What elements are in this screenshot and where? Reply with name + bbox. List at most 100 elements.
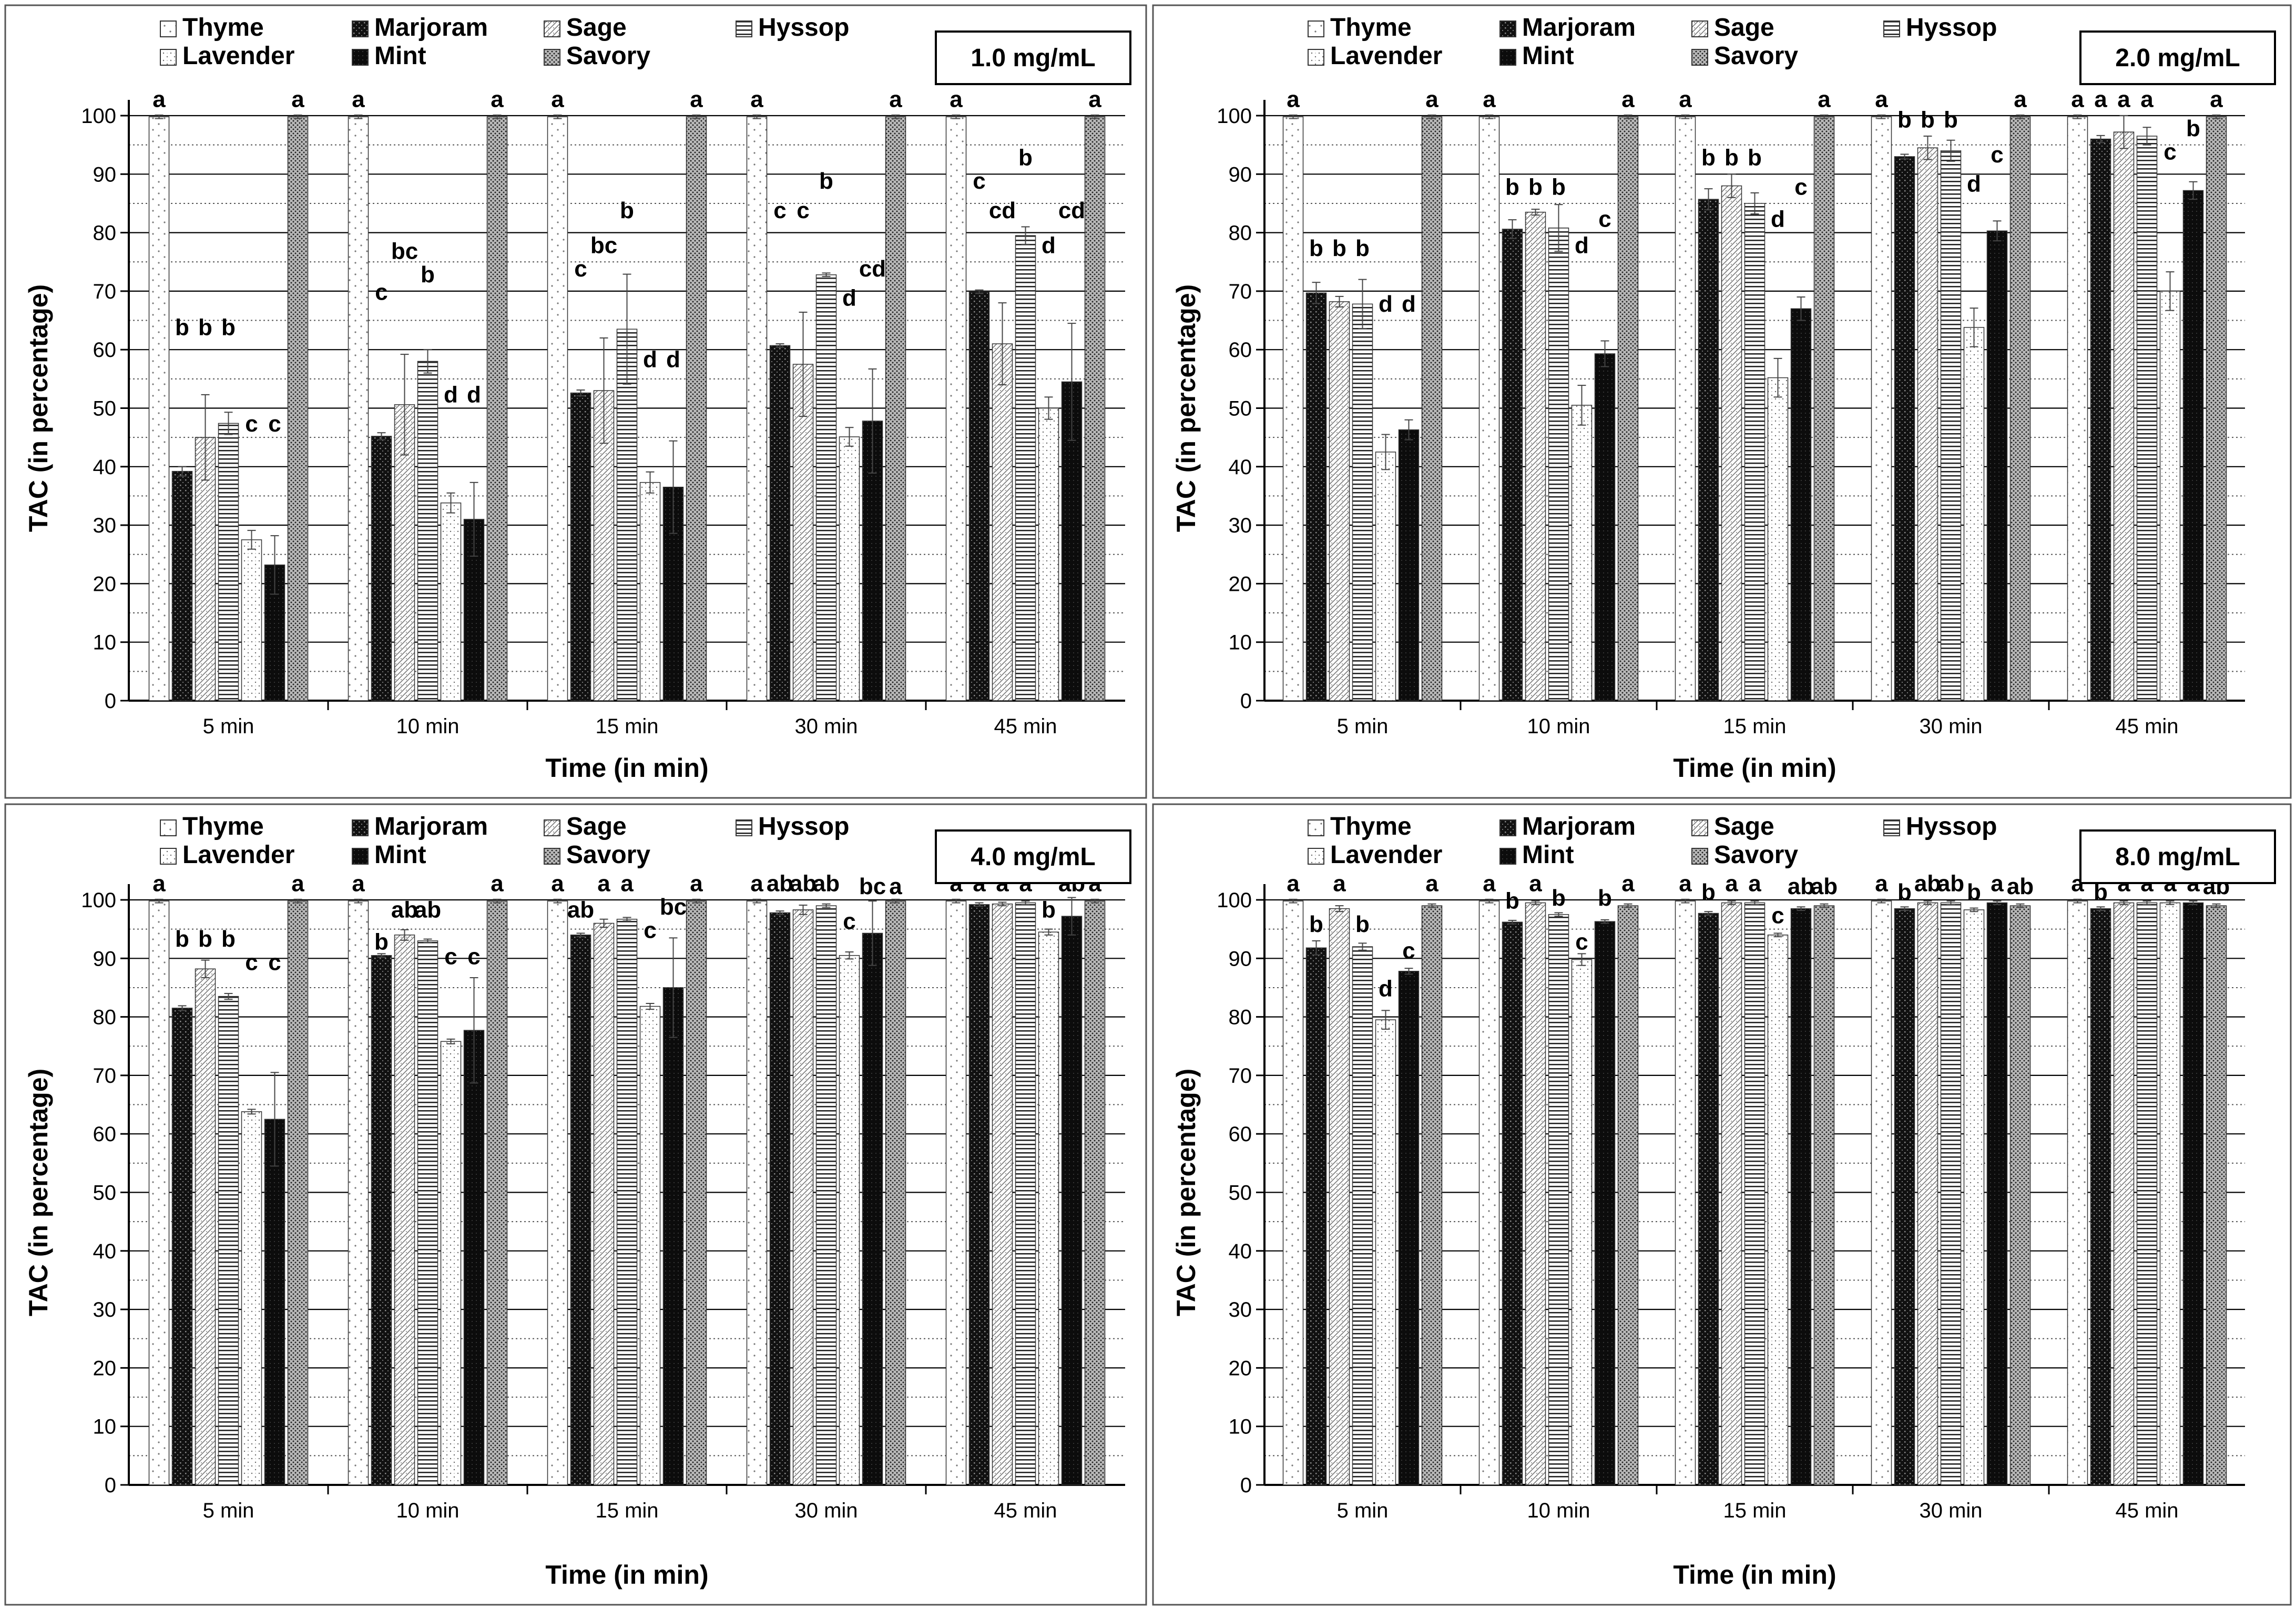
x-tick-label: 45 min (994, 715, 1057, 738)
bar-sage (2113, 902, 2135, 1485)
significance-label: a (1748, 870, 1761, 896)
legend-label: Sage (566, 14, 627, 42)
legend-swatch (1691, 49, 1708, 66)
bar-savory (2009, 116, 2031, 701)
legend-label: Thyme (1330, 813, 1412, 840)
concentration-box (935, 829, 1131, 884)
significance-label: c (245, 411, 258, 437)
x-tick-label: 15 min (1723, 1499, 1786, 1522)
bar-mint (1790, 308, 1812, 701)
legend-item-marjoram: Marjoram (1499, 813, 1636, 840)
y-tick-label: 100 (81, 889, 116, 912)
concentration-box (935, 30, 1131, 85)
y-tick-label: 100 (81, 105, 116, 128)
significance-label: ab (2007, 874, 2034, 899)
significance-label: cd (989, 198, 1016, 223)
bar-sage (1917, 147, 1938, 701)
significance-label: bc (859, 874, 886, 899)
y-tick-label: 20 (1229, 1357, 1252, 1380)
bar-thyme (1675, 116, 1696, 701)
significance-label: c (1402, 938, 1415, 963)
legend-item-lavender: Lavender (160, 841, 294, 869)
legend-item-hyssop: Hyssop (736, 14, 849, 42)
y-tick-label: 0 (1240, 690, 1252, 713)
significance-label: a (889, 86, 902, 112)
bar-mint (2182, 190, 2204, 701)
significance-label: ab (790, 870, 817, 896)
legend-label: Marjoram (1522, 14, 1636, 42)
legend-item-sage: Sage (544, 813, 627, 840)
bar-lavender (639, 1006, 661, 1485)
x-tick-label: 10 min (396, 1499, 459, 1522)
significance-label: d (666, 347, 680, 373)
bar-hyssop (417, 361, 438, 701)
bar-mint (1986, 230, 2008, 701)
significance-label: a (690, 86, 703, 112)
legend-swatch (1691, 20, 1708, 37)
legend-item-mint: Mint (352, 841, 426, 869)
y-tick-label: 80 (1229, 1006, 1252, 1029)
significance-label: c (375, 280, 387, 305)
bar-mint (1398, 429, 1420, 701)
significance-label: cd (1058, 198, 1085, 223)
significance-label: a (1333, 870, 1346, 896)
y-axis-title: TAC (in percentage) (1171, 1069, 1201, 1316)
bar-marjoram (968, 904, 990, 1485)
significance-label: a (152, 870, 166, 896)
bar-mint (1061, 916, 1083, 1485)
legend-label: Mint (1522, 841, 1574, 869)
bar-marjoram (1305, 947, 1327, 1485)
y-tick-label: 30 (1229, 514, 1252, 537)
significance-label: a (1725, 870, 1738, 896)
bar-hyssop (1015, 235, 1036, 701)
significance-label: bc (391, 239, 418, 264)
bar-savory (486, 116, 508, 701)
bar-lavender (1767, 935, 1789, 1485)
significance-label: c (797, 198, 809, 223)
legend-swatch (1499, 848, 1516, 865)
bar-thyme (1282, 900, 1304, 1485)
bar-mint (1061, 381, 1083, 701)
bar-savory (1617, 905, 1639, 1485)
x-tick-label: 30 min (1919, 715, 1982, 738)
significance-label: b (1309, 235, 1323, 261)
significance-label: a (889, 874, 902, 899)
significance-label: d (444, 382, 458, 407)
significance-label: ab (767, 870, 793, 896)
y-tick-label: 20 (93, 1357, 117, 1380)
legend-swatch (736, 20, 752, 37)
legend-label: Thyme (1330, 14, 1412, 42)
significance-label: a (2117, 86, 2130, 112)
bar-sage (1917, 902, 1938, 1485)
significance-label: ab (414, 897, 441, 922)
significance-label: a (1621, 870, 1635, 896)
bar-sage (992, 904, 1013, 1485)
legend-item-thyme: Thyme (1308, 14, 1412, 42)
significance-label: ab (391, 897, 418, 922)
y-tick-label: 0 (1240, 1474, 1252, 1497)
significance-label: a (597, 870, 610, 896)
bar-marjoram (1698, 912, 1719, 1485)
x-tick-label: 5 min (1337, 715, 1389, 738)
x-tick-label: 10 min (1527, 1499, 1590, 1522)
significance-label: a (620, 870, 634, 896)
x-tick-label: 15 min (595, 1499, 658, 1522)
legend-swatch (1691, 819, 1708, 836)
x-axis-title: Time (in min) (545, 1560, 708, 1590)
y-tick-label: 90 (93, 947, 117, 970)
bar-savory (287, 116, 309, 701)
legend-swatch (160, 20, 177, 37)
legend-item-mint: Mint (352, 42, 426, 70)
bar-savory (1813, 905, 1835, 1485)
legend-item-mint: Mint (1499, 841, 1574, 869)
y-tick-label: 100 (1217, 105, 1252, 128)
y-tick-label: 30 (1229, 1298, 1252, 1321)
legend-swatch (160, 49, 177, 66)
concentration-box (2079, 829, 2276, 884)
bar-hyssop (1352, 946, 1373, 1485)
significance-label: a (152, 86, 166, 112)
legend-swatch (544, 848, 560, 865)
bar-lavender (1571, 959, 1593, 1485)
significance-label: b (620, 198, 634, 223)
